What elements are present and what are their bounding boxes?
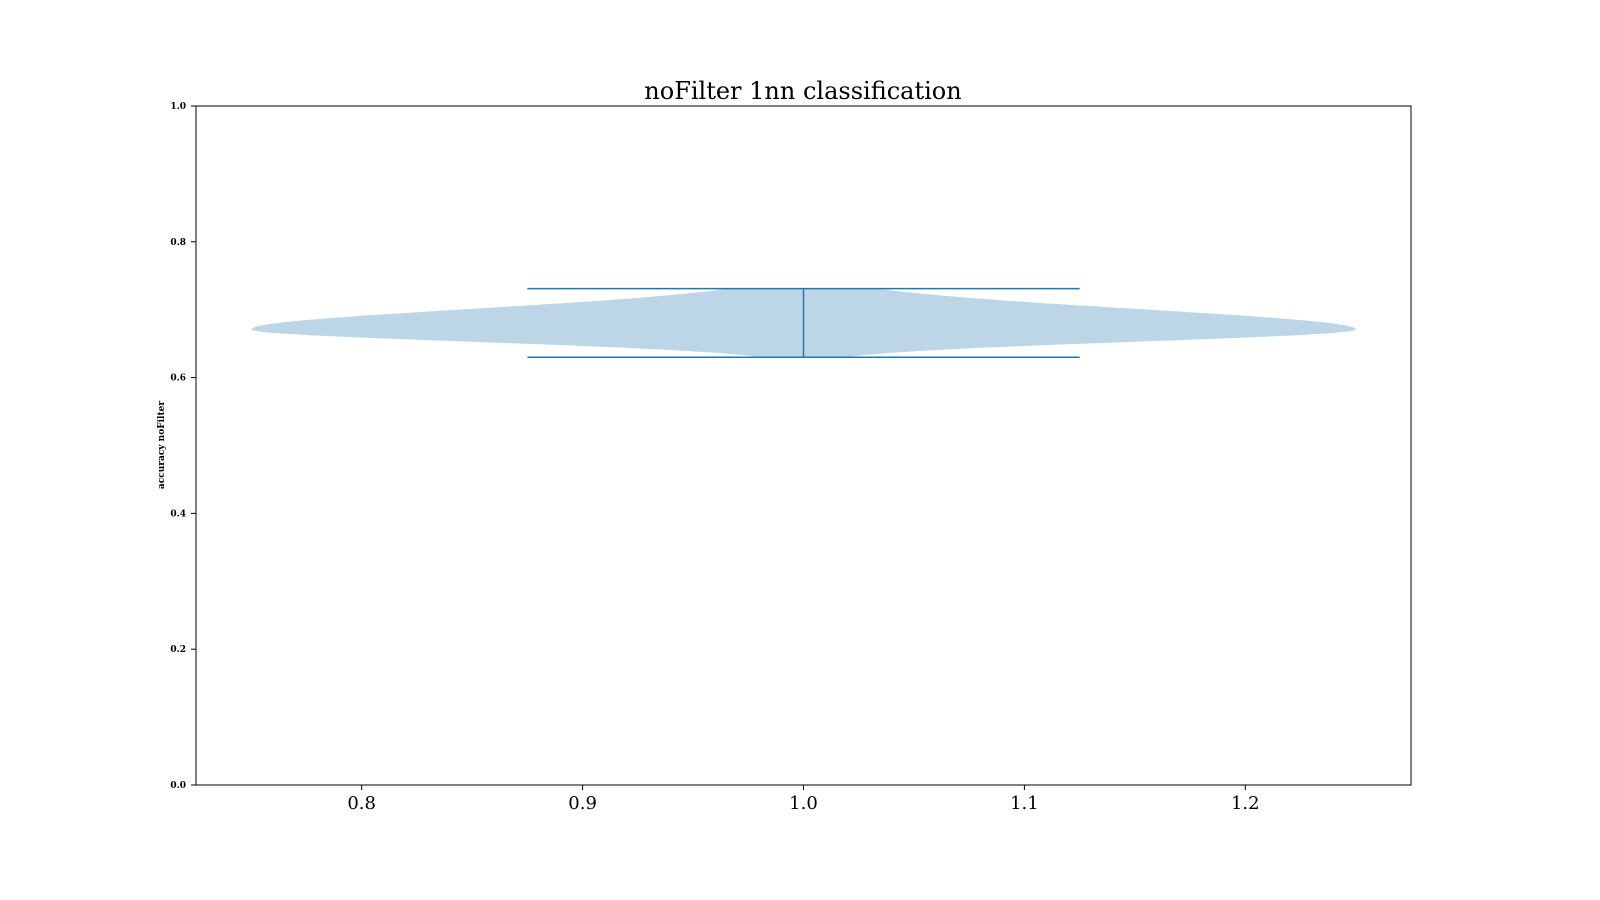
x-tick-label: 1.1 bbox=[1010, 793, 1039, 814]
y-tick-label: 0.8 bbox=[170, 238, 186, 248]
plot-frame bbox=[195, 105, 1412, 786]
y-tick-label: 0.6 bbox=[170, 374, 186, 384]
y-axis-label: accuracy noFilter bbox=[157, 401, 167, 489]
y-tick-label: 1.0 bbox=[170, 102, 186, 112]
x-tick-label: 1.2 bbox=[1231, 793, 1260, 814]
x-axis: 0.8 0.9 1.0 1.1 1.2 bbox=[347, 785, 1260, 814]
chart-title: noFilter 1nn classification bbox=[644, 77, 961, 105]
y-tick-label: 0.2 bbox=[170, 645, 186, 655]
x-tick-label: 0.8 bbox=[347, 793, 376, 814]
y-tick-label: 0.4 bbox=[170, 509, 186, 519]
x-tick-label: 1.0 bbox=[789, 793, 818, 814]
x-tick-label: 0.9 bbox=[568, 793, 597, 814]
violin-layer bbox=[251, 287, 1356, 358]
y-axis: 0.0 0.2 0.4 0.6 0.8 1.0 bbox=[170, 102, 196, 791]
y-tick-label: 0.0 bbox=[170, 781, 186, 791]
